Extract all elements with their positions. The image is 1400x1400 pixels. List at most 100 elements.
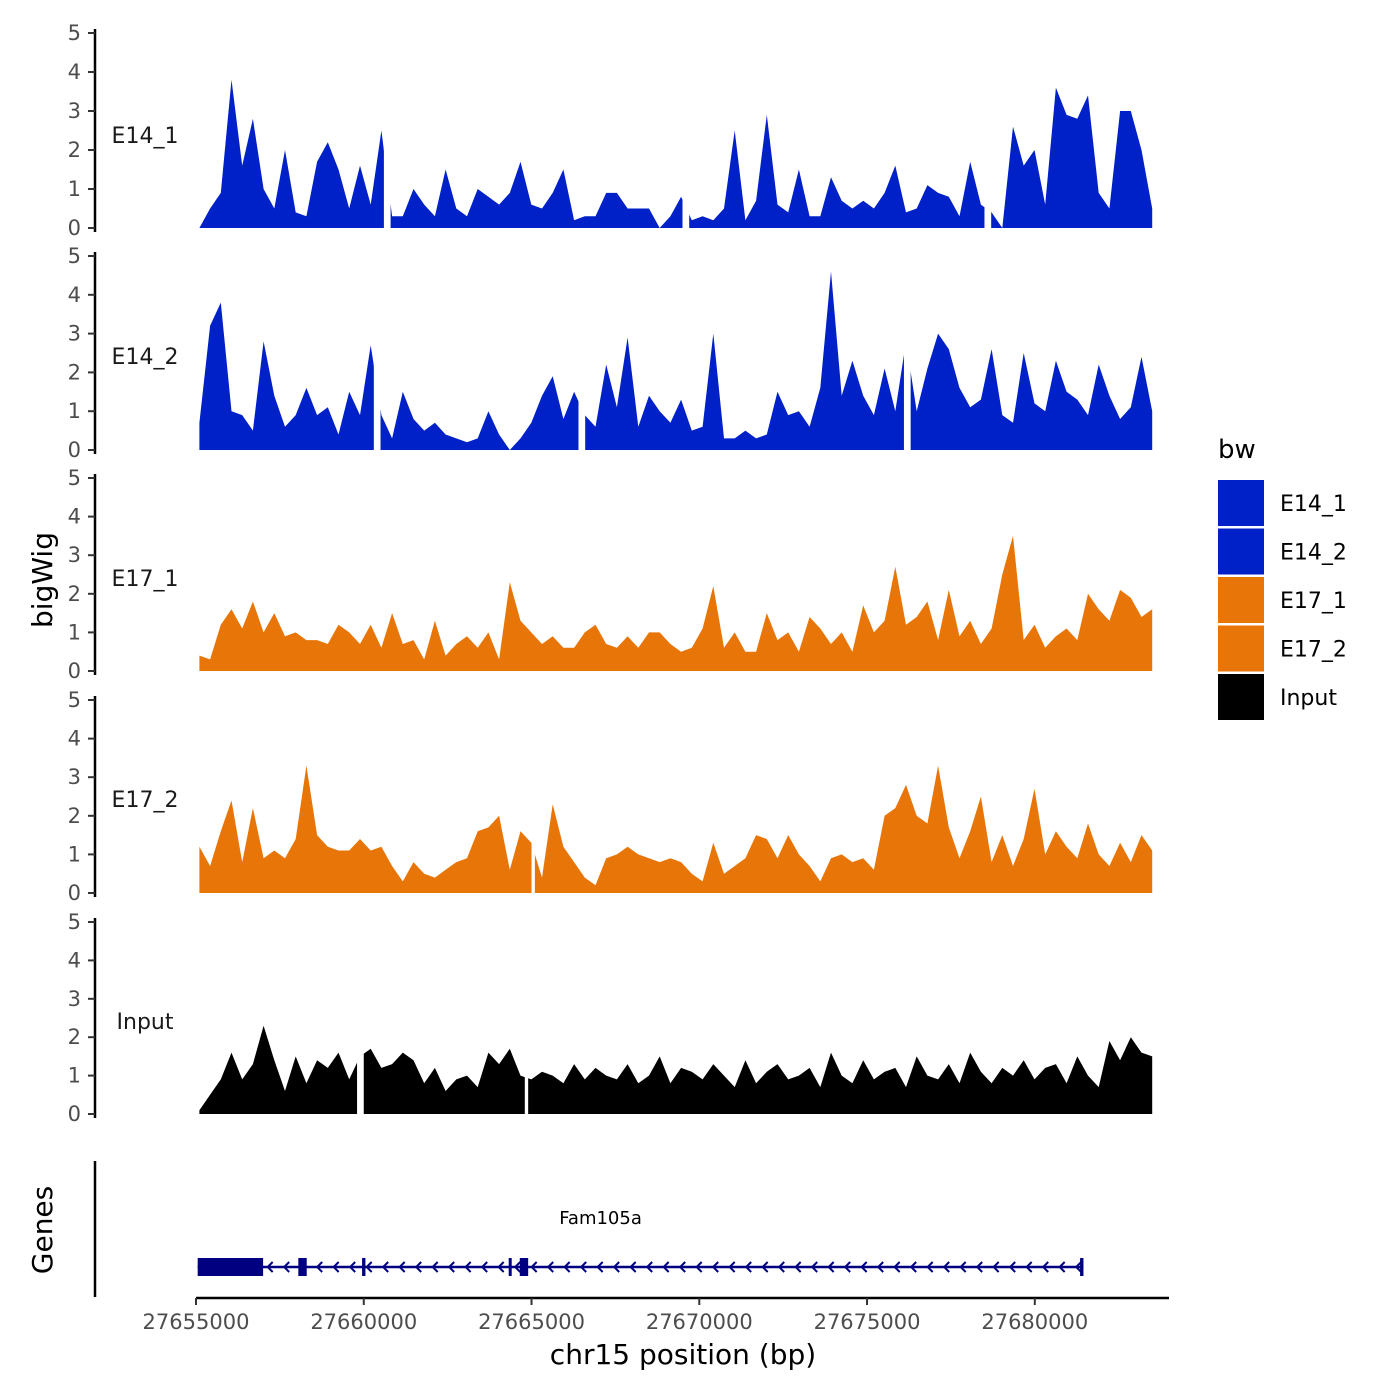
strand-arrow bbox=[612, 1261, 620, 1273]
legend-label: E17_1 bbox=[1280, 589, 1347, 614]
y-tick-label: 3 bbox=[68, 99, 81, 123]
strand-arrow bbox=[728, 1261, 736, 1273]
strand-arrow bbox=[513, 1261, 521, 1273]
legend-swatch bbox=[1218, 625, 1264, 672]
strand-arrow bbox=[975, 1261, 983, 1273]
x-tick-label: 27675000 bbox=[814, 1310, 921, 1334]
x-axis: 27655000 27660000 27665000 27670000 27675000… bbox=[143, 1296, 1169, 1334]
track-label: Input bbox=[117, 1010, 174, 1035]
strand-arrow bbox=[596, 1261, 604, 1273]
y-tick-label: 5 bbox=[68, 688, 81, 712]
strand-arrow bbox=[926, 1261, 934, 1273]
strand-arrow bbox=[761, 1261, 769, 1273]
y-tick-label: 4 bbox=[68, 505, 81, 529]
strand-arrow bbox=[497, 1261, 505, 1273]
legend-item-E17_1: E17_1 bbox=[1218, 577, 1347, 623]
strand-arrow bbox=[711, 1261, 719, 1273]
coverage-gap bbox=[531, 700, 535, 894]
strand-arrow bbox=[381, 1261, 389, 1273]
legend-swatch bbox=[1218, 480, 1264, 526]
strand-arrow bbox=[431, 1261, 439, 1273]
y-tick-label: 0 bbox=[68, 216, 81, 240]
coverage-area-E14_2 bbox=[199, 271, 1153, 450]
y-tick-label: 4 bbox=[68, 60, 81, 84]
strand-arrow bbox=[992, 1261, 1000, 1273]
track-E17_2: 0 1 2 3 4 5 E17_2 bbox=[68, 688, 1153, 905]
strand-arrow bbox=[860, 1261, 868, 1273]
track-Input: 0 1 2 3 4 5 Input bbox=[68, 910, 1153, 1126]
strand-arrow bbox=[810, 1261, 818, 1273]
y-tick-label: 2 bbox=[68, 138, 81, 162]
strand-arrow bbox=[282, 1261, 290, 1273]
coverage-gap bbox=[383, 33, 391, 229]
y-tick-label: 0 bbox=[68, 659, 81, 683]
y-tick-label: 4 bbox=[68, 948, 81, 972]
x-tick-label: 27660000 bbox=[310, 1310, 417, 1334]
strand-arrow bbox=[365, 1261, 373, 1273]
strand-arrow bbox=[1008, 1261, 1016, 1273]
track-E17_1: 0 1 2 3 4 5 E17_1 bbox=[68, 466, 1153, 683]
y-tick-label: 0 bbox=[68, 1102, 81, 1126]
coverage-area-E14_1 bbox=[199, 79, 1153, 228]
strand-arrow bbox=[942, 1261, 950, 1273]
strand-arrow bbox=[645, 1261, 653, 1273]
strand-arrow bbox=[827, 1261, 835, 1273]
y-tick-label: 0 bbox=[68, 438, 81, 462]
y-tick-label: 5 bbox=[68, 244, 81, 268]
y-tick-label: 5 bbox=[68, 910, 81, 934]
strand-arrow bbox=[695, 1261, 703, 1273]
strand-arrow bbox=[315, 1261, 323, 1273]
y-tick-label: 4 bbox=[68, 283, 81, 307]
strand-arrow bbox=[546, 1261, 554, 1273]
strand-arrow bbox=[678, 1261, 686, 1273]
track-label: E14_1 bbox=[112, 124, 179, 149]
y-axis-title: bigWig bbox=[26, 532, 59, 628]
coverage-gap bbox=[357, 922, 364, 1115]
y-tick-label: 2 bbox=[68, 360, 81, 384]
track-label: E17_1 bbox=[112, 567, 179, 592]
x-tick-label: 27665000 bbox=[478, 1310, 585, 1334]
y-tick-label: 0 bbox=[68, 881, 81, 905]
y-tick-label: 4 bbox=[68, 727, 81, 751]
y-tick-label: 3 bbox=[68, 987, 81, 1011]
strand-arrow bbox=[1025, 1261, 1033, 1273]
strand-arrow bbox=[662, 1261, 670, 1273]
legend-label: E14_2 bbox=[1280, 541, 1347, 566]
coverage-gap bbox=[682, 33, 690, 229]
gene-exon bbox=[298, 1258, 307, 1276]
strand-arrow bbox=[464, 1261, 472, 1273]
gene-exon bbox=[197, 1258, 264, 1276]
strand-arrow bbox=[777, 1261, 785, 1273]
track-panels: 0 1 2 3 4 5 E14_1 0 1 2 3 4 5 E14_2 0 1 2 3 4 5 E17_1 0 1 2 3 4 5 E… bbox=[68, 21, 1153, 1126]
strand-arrow bbox=[348, 1261, 356, 1273]
strand-arrow bbox=[579, 1261, 587, 1273]
strand-arrow bbox=[909, 1261, 917, 1273]
legend-item-Input: Input bbox=[1218, 674, 1337, 720]
coverage-gap bbox=[984, 33, 992, 229]
y-tick-label: 1 bbox=[68, 842, 81, 866]
strand-arrow bbox=[794, 1261, 802, 1273]
coverage-area-E17_2 bbox=[199, 765, 1153, 893]
gene-exon bbox=[1080, 1258, 1084, 1276]
legend-label: E14_1 bbox=[1280, 492, 1347, 517]
legend-item-E17_2: E17_2 bbox=[1218, 625, 1347, 672]
y-tick-label: 2 bbox=[68, 804, 81, 828]
legend-swatch bbox=[1218, 577, 1264, 623]
strand-arrow bbox=[1041, 1261, 1049, 1273]
strand-arrow bbox=[893, 1261, 901, 1273]
strand-arrow bbox=[414, 1261, 422, 1273]
x-tick-label: 27680000 bbox=[981, 1310, 1088, 1334]
coverage-gap bbox=[903, 256, 911, 451]
y-tick-label: 2 bbox=[68, 1025, 81, 1049]
gene-exon bbox=[508, 1258, 512, 1276]
legend-swatch bbox=[1218, 528, 1264, 575]
y-tick-label: 5 bbox=[68, 466, 81, 490]
strand-arrow bbox=[629, 1261, 637, 1273]
x-tick-label: 27655000 bbox=[143, 1310, 250, 1334]
track-E14_1: 0 1 2 3 4 5 E14_1 bbox=[68, 21, 1153, 240]
gene-Fam105a: Fam105a bbox=[197, 1208, 1084, 1276]
coverage-area-Input bbox=[199, 1025, 1153, 1114]
legend-item-E14_1: E14_1 bbox=[1218, 480, 1347, 526]
gene-panel: Fam105a bbox=[93, 1161, 1084, 1297]
